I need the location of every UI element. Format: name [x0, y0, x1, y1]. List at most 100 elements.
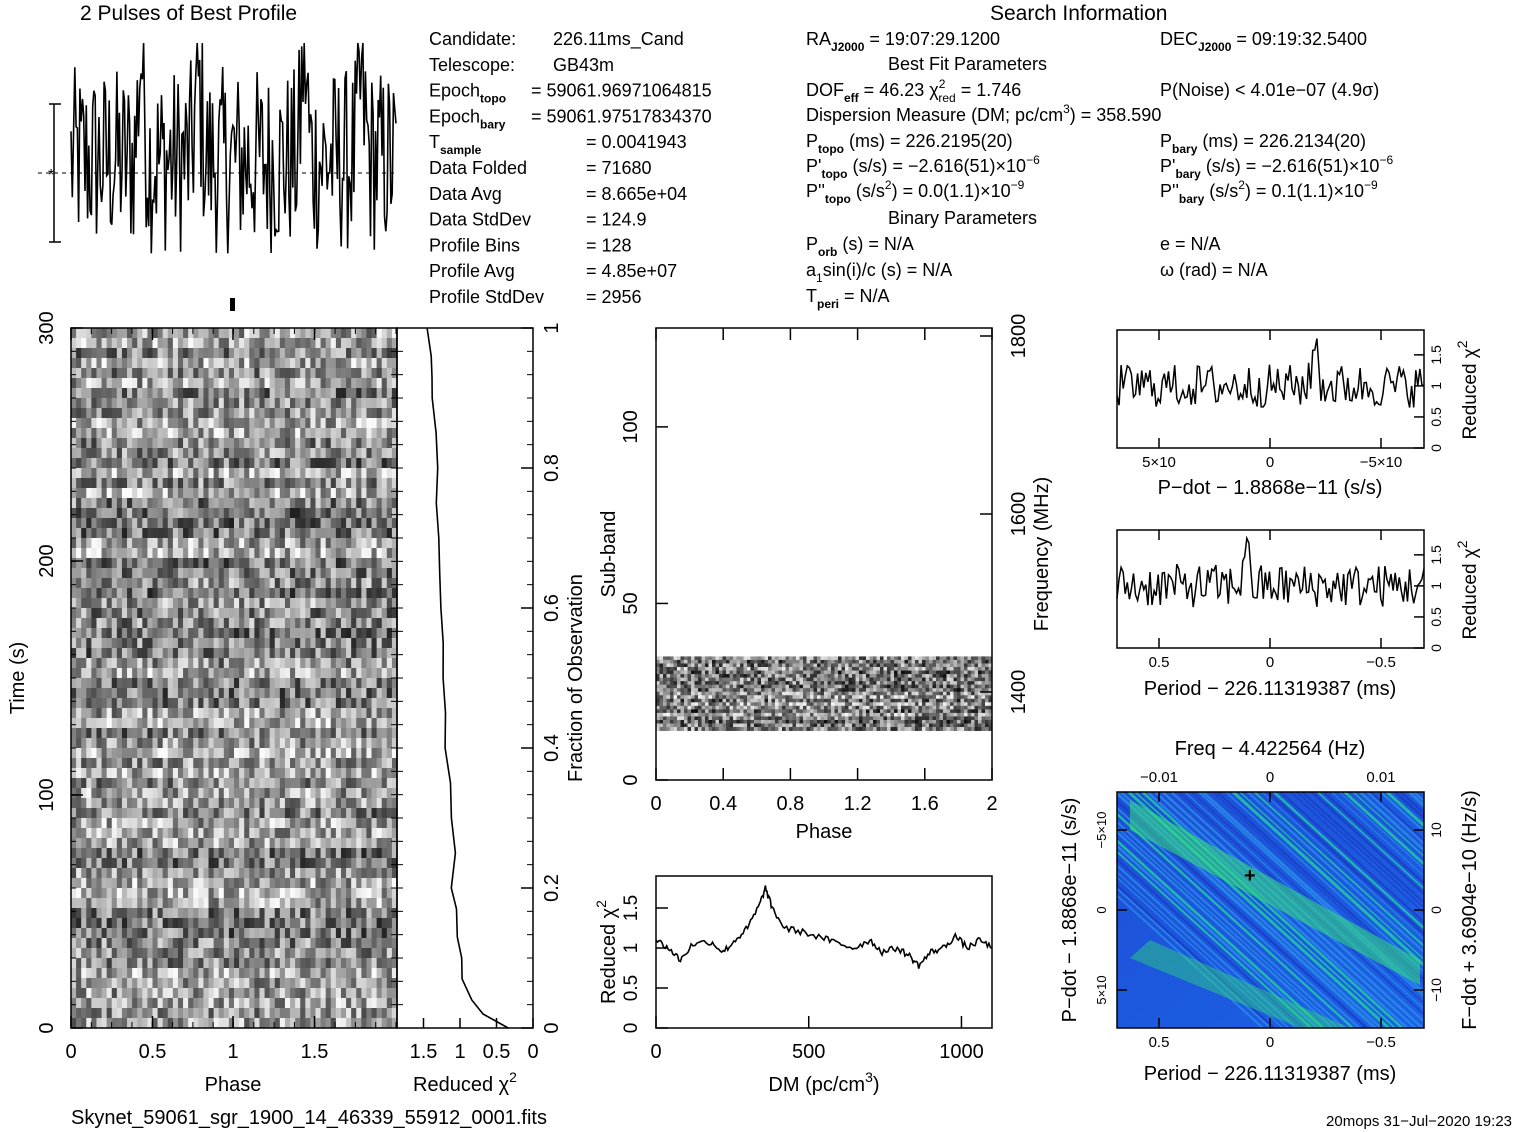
pdd-bary: 0.1(1.1)×10 — [1271, 181, 1364, 201]
tchi-xlabel: Reduced χ — [413, 1074, 510, 1096]
binary-heading: Binary Parameters — [888, 208, 1037, 228]
tchi-ytick: 0.8 — [541, 454, 563, 482]
svg-text:Dispersion Measure (DM; pc/cm3: Dispersion Measure (DM; pc/cm3) = 358.59… — [806, 102, 1161, 125]
dec-value: 09:19:32.5400 — [1252, 29, 1367, 49]
ppd-xtick: 0.5 — [1149, 1034, 1170, 1051]
ra-value: 19:07:29.1200 — [885, 29, 1000, 49]
per-ytick: 0 — [1428, 644, 1444, 652]
svg-text:P''topo (s/s2) = 0.0(1.1)×10−9: P''topo (s/s2) = 0.0(1.1)×10−9 — [806, 178, 1025, 206]
pd-ytick: 1.5 — [1428, 345, 1444, 365]
info-key: Profile StdDev — [429, 287, 544, 307]
tchi-xtick: 0 — [527, 1041, 538, 1063]
per-ytick: 0.5 — [1428, 607, 1444, 627]
dm-ytick: 1.5 — [621, 895, 642, 921]
pd-ytick: 1 — [1428, 382, 1444, 390]
pd-xtick: −5×10 — [1360, 454, 1403, 471]
svg-text:RAJ2000 = 19:07:29.1200: RAJ2000 = 19:07:29.1200 — [806, 29, 1000, 54]
dm-chi2-trace — [655, 885, 993, 969]
pd-ytick: 0.5 — [1428, 407, 1444, 427]
info-key: Data Folded — [429, 158, 527, 178]
info-key: Data StdDev — [429, 210, 531, 230]
period-chi2-trace — [1116, 535, 1425, 608]
ppd-x2label: Freq − 4.422564 (Hz) — [1175, 738, 1366, 760]
per-xlabel: Period − 226.11319387 (ms) — [1144, 678, 1397, 700]
info-value: = 71680 — [586, 158, 652, 178]
ppd-y2tick: −10 — [1428, 978, 1444, 1002]
ppd-x2tick: 0 — [1266, 769, 1274, 786]
info-value: = 59061.97517834370 — [531, 106, 712, 126]
sb-ytick: 0 — [620, 774, 642, 785]
tp-ytick: 0 — [36, 1022, 58, 1033]
info-value: = 2956 — [586, 287, 642, 307]
porb: = N/A — [868, 234, 914, 254]
ppd-xtick: −0.5 — [1366, 1034, 1396, 1051]
svg-text:Ptopo (ms) = 226.2195(20): Ptopo (ms) = 226.2195(20) — [806, 131, 1013, 156]
dm-xtick: 1000 — [939, 1041, 984, 1063]
info-value: 226.11ms_Cand — [553, 29, 684, 50]
subband-phase-plot: 0 0.4 0.8 1.2 1.6 2 0 50 100 1400 1600 1800 Phase S… — [598, 314, 1053, 843]
sb-xtick: 1.6 — [911, 793, 939, 815]
per-ytick: 1 — [1428, 582, 1444, 590]
sb-xlabel: Phase — [796, 821, 853, 843]
svg-text:Tperi = N/A: Tperi = N/A — [806, 286, 890, 311]
tchi-ytick: 0.2 — [541, 874, 563, 902]
ppd-x2tick: 0.01 — [1366, 769, 1395, 786]
info-value: = 128 — [586, 235, 632, 255]
time-phase-plot: 0 0.5 1 1.5 0 100 200 300 Phase Time (s) — [7, 311, 398, 1096]
info-key: Telescope: — [429, 55, 515, 75]
info-value: = 8.665e+04 — [586, 184, 687, 204]
per-xtick: 0.5 — [1149, 654, 1170, 671]
tp-ytick: 300 — [36, 311, 58, 344]
sb-xtick: 1.2 — [844, 793, 872, 815]
best-fit-marker: + — [1244, 865, 1256, 887]
info-key: Epochtopo — [429, 81, 506, 106]
sb-ylabel: Sub-band — [598, 511, 620, 598]
per-xtick: 0 — [1266, 654, 1274, 671]
dm-xtick: 0 — [650, 1041, 661, 1063]
pd-topo: −2.616(51)×10 — [908, 156, 1026, 176]
info-value: = 4.85e+07 — [586, 261, 677, 281]
dm-ytick: 0.5 — [621, 975, 642, 1001]
tp-xtick: 1 — [227, 1041, 238, 1063]
tp-xlabel: Phase — [205, 1074, 262, 1096]
dm-xlabel: DM (pc/cm — [768, 1074, 865, 1096]
ecc: e = N/A — [1160, 234, 1221, 254]
info-value: = 124.9 — [586, 210, 647, 230]
pdot-chi2-plot: 5×10 0 −5×10 0 0.5 1 1.5 P−dot − 1.8868e−11 (s… — [1116, 329, 1481, 499]
chi2-ridge — [1130, 800, 1420, 985]
sb-y2tick: 1400 — [1008, 670, 1030, 715]
info-value: = 0.0041943 — [586, 132, 687, 152]
sb-ytick: 50 — [620, 592, 642, 614]
dm-xtick: 500 — [792, 1041, 825, 1063]
omega: ω (rad) = N/A — [1160, 260, 1268, 280]
info-key: Profile Bins — [429, 235, 520, 255]
tp-ylabel: Time (s) — [7, 642, 29, 715]
info-key: Candidate: — [429, 29, 516, 49]
sb-xtick: 2 — [986, 793, 997, 815]
tchi-ytick: 1 — [541, 322, 563, 333]
info-heading: Search Information — [990, 2, 1167, 25]
dm-ytick: 1 — [621, 943, 642, 954]
svg-text:Reduced χ2: Reduced χ2 — [413, 1069, 517, 1096]
tp-xtick: 0 — [65, 1041, 76, 1063]
dm-ylabel: Reduced χ — [598, 907, 620, 1004]
tp-ytick: 200 — [36, 544, 58, 577]
tchi-xtick: 1 — [454, 1041, 465, 1063]
tchi-ytick: 0.6 — [541, 594, 563, 622]
dm-value: ) = 358.590 — [1070, 105, 1162, 125]
info-key: Epochbary — [429, 106, 506, 131]
pd-xtick: 5×10 — [1142, 454, 1176, 471]
tp-xtick: 0.5 — [139, 1041, 167, 1063]
phase-marker — [230, 298, 235, 311]
per-xtick: −0.5 — [1366, 654, 1396, 671]
svg-text:a1sin(i)/c (s) = N/A: a1sin(i)/c (s) = N/A — [806, 260, 952, 285]
sb-xtick: 0.8 — [776, 793, 804, 815]
sb-xtick: 0.4 — [709, 793, 737, 815]
ppd-ylabel: P−dot − 1.8868e−11 (s/s) — [1059, 798, 1081, 1023]
pd-xtick: 0 — [1266, 454, 1274, 471]
profile-plot: * — [38, 42, 397, 311]
per-ytick: 1.5 — [1428, 545, 1444, 565]
